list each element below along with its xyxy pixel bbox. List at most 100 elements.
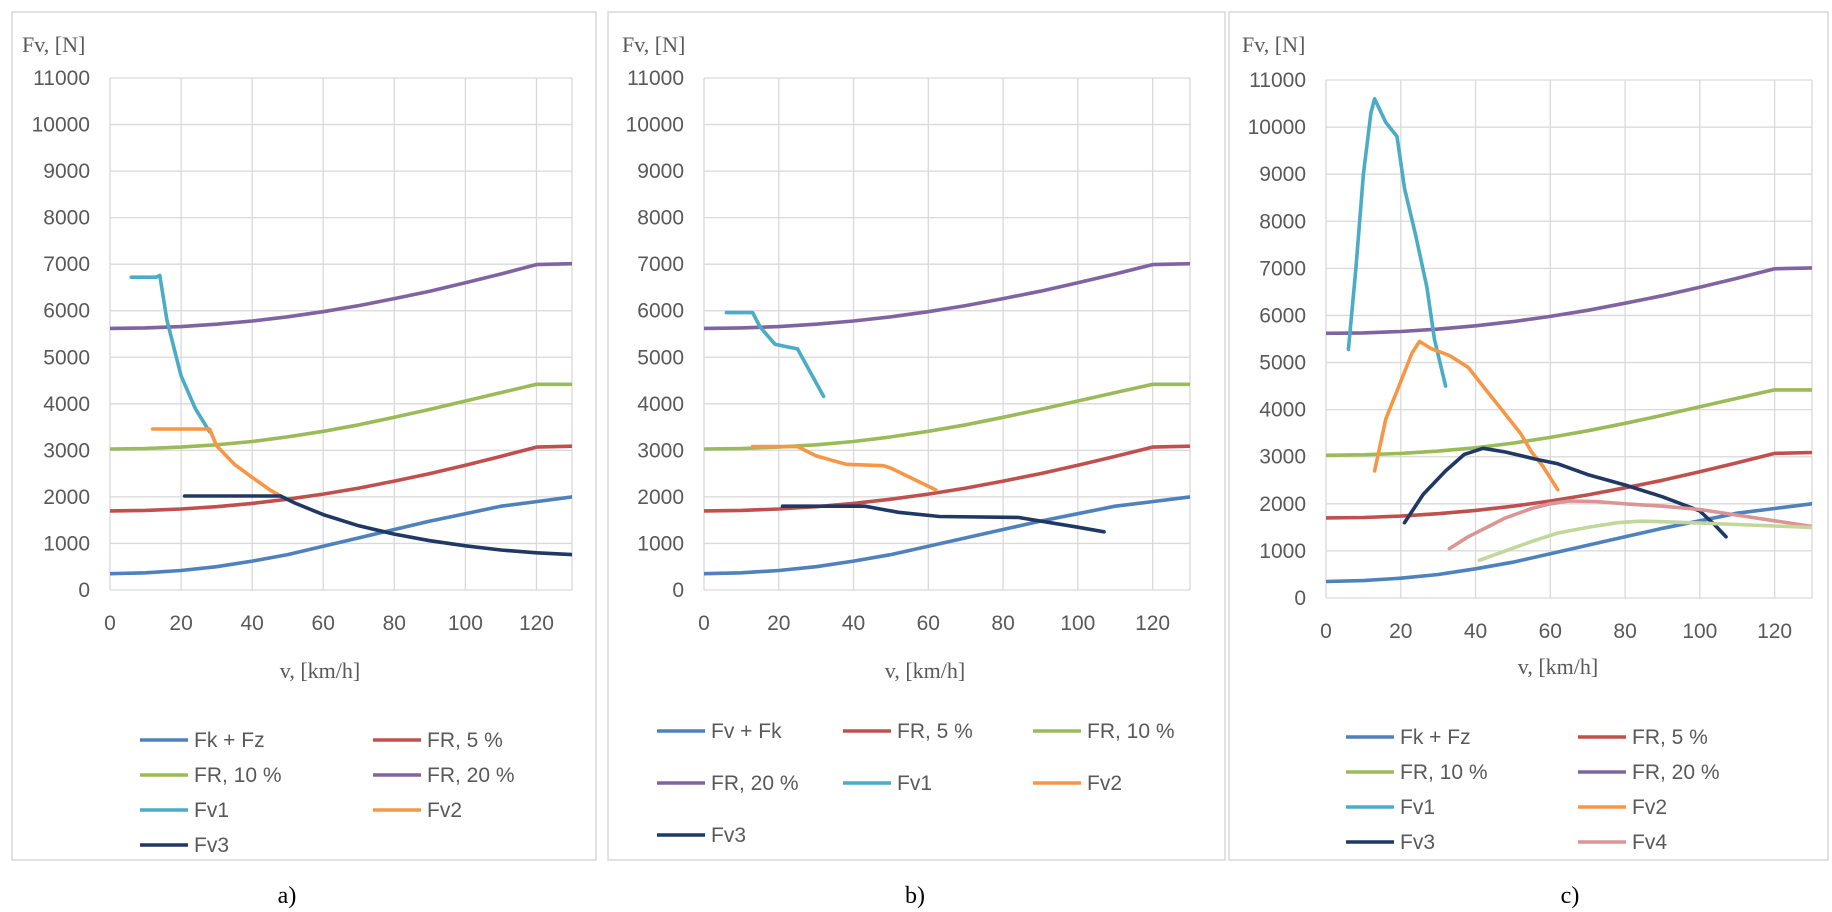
x-tick-label: 60 <box>1539 620 1562 643</box>
legend-label: Fv2 <box>427 799 462 822</box>
y-tick-label: 6000 <box>43 300 90 323</box>
series-line-fv1 <box>724 310 826 399</box>
legend-label: Fk + Fz <box>194 729 265 752</box>
y-tick-label: 5000 <box>43 346 90 369</box>
series-line-fv3 <box>780 504 1106 534</box>
x-axis-title: v, [km/h] <box>280 658 360 683</box>
x-tick-label: 120 <box>1135 612 1170 635</box>
legend-label: FR, 10 % <box>1400 761 1488 784</box>
y-tick-label: 9000 <box>637 160 684 183</box>
x-tick-label: 0 <box>1320 620 1332 643</box>
x-tick-label: 60 <box>917 612 940 635</box>
panel-frame <box>1228 11 1829 861</box>
x-tick-label: 0 <box>698 612 710 635</box>
x-axis-title: v, [km/h] <box>1518 654 1598 679</box>
y-tick-label: 3000 <box>637 439 684 462</box>
panel-caption: c) <box>1561 883 1580 909</box>
y-tick-label: 10000 <box>626 114 684 137</box>
series-line-fv4 <box>1447 499 1812 551</box>
series-line-fr-10 <box>110 382 572 451</box>
y-tick-label: 10000 <box>1248 116 1306 139</box>
chart-panel-2: 0100020003000400050006000700080009000100… <box>607 11 1226 909</box>
x-tick-label: 120 <box>1757 620 1792 643</box>
x-tick-label: 20 <box>1389 620 1412 643</box>
y-tick-label: 4000 <box>43 393 90 416</box>
y-tick-label: 2000 <box>637 486 684 509</box>
series-line-fk-fz <box>110 495 572 576</box>
legend-label: Fv + Fk <box>711 720 782 743</box>
panel-caption: a) <box>278 883 297 909</box>
legend-label: Fv4 <box>1632 831 1667 854</box>
legend: Fv + Fk FR, 5 % FR, 10 % FR, 20 % Fv1 Fv2 Fv3 <box>657 720 1175 847</box>
x-tick-label: 100 <box>1682 620 1717 643</box>
series-line-fr-5 <box>704 444 1190 513</box>
y-tick-label: 9000 <box>1259 163 1306 186</box>
series-line-fr-20 <box>704 261 1190 331</box>
x-tick-label: 60 <box>312 612 335 635</box>
y-tick-label: 0 <box>672 579 684 602</box>
legend: Fk + Fz FR, 5 % FR, 10 % FR, 20 % Fv1 Fv2 Fv3 <box>140 729 515 857</box>
y-tick-label: 5000 <box>1259 352 1306 375</box>
legend-label: FR, 5 % <box>1632 726 1708 749</box>
y-tick-label: 8000 <box>637 207 684 230</box>
series-line-fv3 <box>182 494 572 557</box>
series-line-fv2 <box>150 427 283 498</box>
panel-frame <box>607 11 1226 861</box>
legend-label: Fv3 <box>711 824 746 847</box>
y-tick-label: 7000 <box>637 253 684 276</box>
y-axis-title: Fv, [N] <box>22 32 85 57</box>
series-line-unlabeled <box>1477 519 1812 563</box>
y-tick-label: 6000 <box>637 300 684 323</box>
x-tick-label: 80 <box>991 612 1014 635</box>
y-tick-label: 11000 <box>1249 69 1306 92</box>
legend-label: FR, 10 % <box>194 764 282 787</box>
y-tick-label: 9000 <box>43 160 90 183</box>
chart-panel-3: 0100020003000400050006000700080009000100… <box>1228 11 1829 909</box>
x-tick-label: 20 <box>169 612 192 635</box>
y-tick-label: 6000 <box>1259 304 1306 327</box>
legend-label: Fv1 <box>1400 796 1435 819</box>
y-tick-label: 1000 <box>43 532 90 555</box>
x-tick-label: 20 <box>767 612 790 635</box>
legend-label: FR, 5 % <box>897 720 973 743</box>
legend-label: Fv3 <box>1400 831 1435 854</box>
x-tick-label: 120 <box>519 612 554 635</box>
y-tick-label: 2000 <box>43 486 90 509</box>
y-tick-label: 0 <box>78 579 90 602</box>
y-tick-label: 7000 <box>1259 257 1306 280</box>
legend-label: Fv1 <box>897 772 932 795</box>
y-axis-title: Fv, [N] <box>622 32 685 57</box>
legend-label: Fv2 <box>1632 796 1667 819</box>
x-tick-label: 40 <box>842 612 865 635</box>
legend: Fk + Fz FR, 5 % FR, 10 % FR, 20 % Fv1 Fv2 Fv3 F… <box>1346 726 1720 854</box>
y-tick-label: 0 <box>1294 587 1306 610</box>
series-line-fr-20 <box>1326 266 1812 336</box>
y-tick-label: 4000 <box>637 393 684 416</box>
x-tick-label: 40 <box>240 612 263 635</box>
y-tick-label: 3000 <box>1259 446 1306 469</box>
x-axis-title: v, [km/h] <box>885 658 965 683</box>
legend-label: FR, 5 % <box>427 729 503 752</box>
series-line-fr-20 <box>110 261 572 331</box>
series-group <box>110 261 572 576</box>
y-tick-label: 8000 <box>1259 210 1306 233</box>
y-tick-label: 2000 <box>1259 493 1306 516</box>
series-line-fr-5 <box>110 444 572 513</box>
legend-label: Fv1 <box>194 799 229 822</box>
legend-label: Fv2 <box>1087 772 1122 795</box>
legend-label: Fk + Fz <box>1400 726 1471 749</box>
x-tick-label: 100 <box>448 612 483 635</box>
series-group <box>704 261 1190 576</box>
series-line-fv2 <box>1372 339 1560 492</box>
series-line-fv-fk <box>704 495 1190 576</box>
series-line-fr-10 <box>1326 388 1812 458</box>
y-tick-label: 10000 <box>32 114 90 137</box>
panel-caption: b) <box>905 883 925 909</box>
x-tick-label: 0 <box>104 612 116 635</box>
legend-label: Fv3 <box>194 834 229 857</box>
x-tick-label: 80 <box>1613 620 1636 643</box>
y-tick-label: 1000 <box>1259 540 1306 563</box>
x-tick-label: 40 <box>1464 620 1487 643</box>
legend-label: FR, 10 % <box>1087 720 1175 743</box>
